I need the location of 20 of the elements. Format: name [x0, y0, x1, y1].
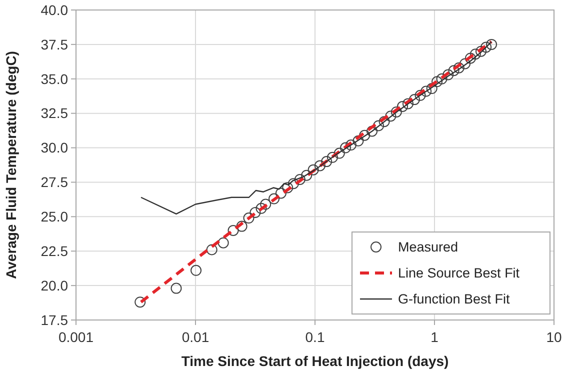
y-tick-label: 37.5 [40, 36, 68, 52]
legend-label: G-function Best Fit [398, 292, 510, 307]
x-tick-label: 10 [546, 329, 562, 345]
x-tick-label: 0.001 [58, 329, 94, 345]
y-tick-label: 17.5 [40, 312, 68, 328]
x-tick-label: 0.01 [182, 329, 210, 345]
y-tick-label: 32.5 [40, 105, 68, 122]
y-tick-label: 35.0 [40, 70, 68, 87]
legend-label: Measured [398, 240, 458, 255]
legend-label: Line Source Best Fit [398, 266, 520, 281]
y-axis-title: Average Fluid Temperature (degC) [3, 51, 19, 279]
y-tick-label: 30.0 [40, 140, 68, 156]
y-tick-label: 27.5 [40, 174, 68, 190]
x-tick-label: 0.1 [305, 329, 325, 345]
x-tick-label: 1 [430, 329, 439, 345]
y-tick-label: 40.0 [40, 2, 68, 18]
y-tick-label: 22.5 [40, 243, 68, 260]
y-tick-label: 20.0 [40, 277, 68, 294]
y-tick-label: 25.0 [40, 208, 68, 225]
x-axis-title: Time Since Start of Heat Injection (days) [181, 353, 449, 369]
